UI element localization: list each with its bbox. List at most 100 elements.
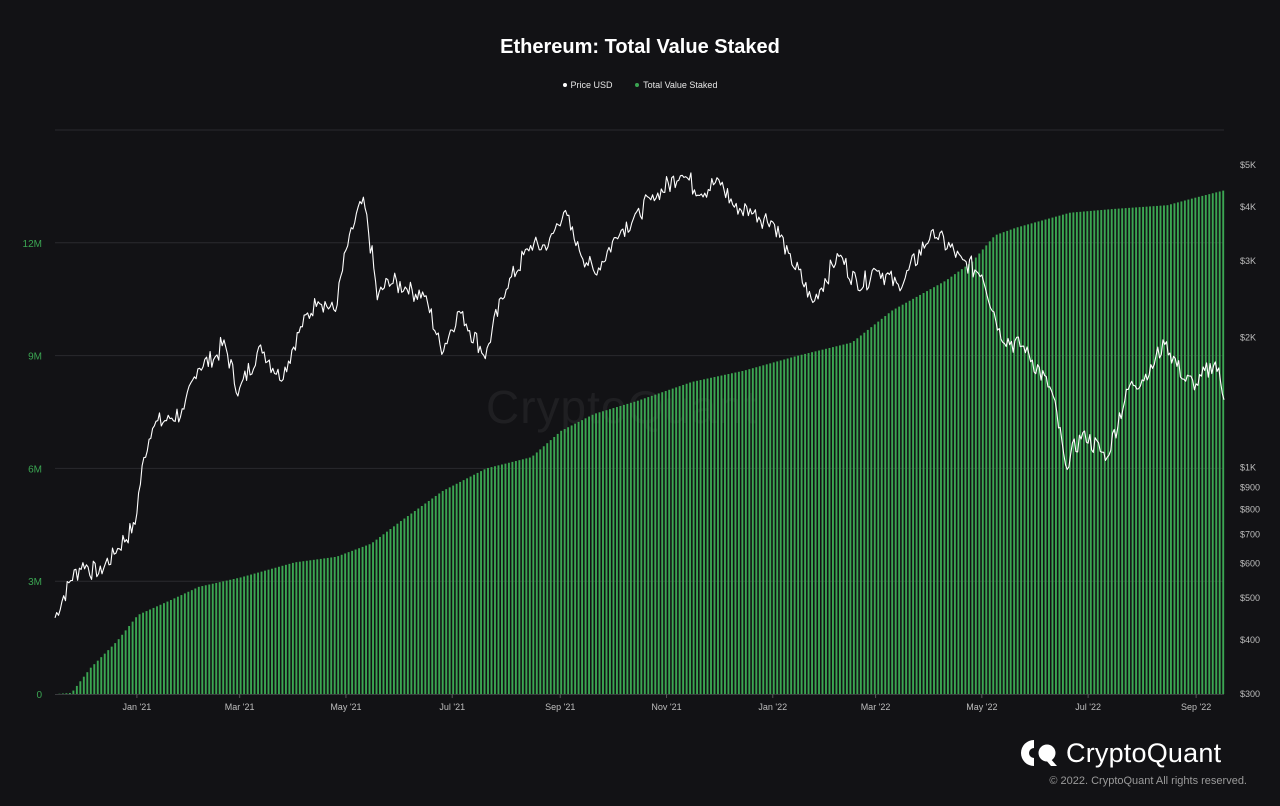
staked-bar	[842, 344, 845, 694]
staked-bar	[323, 558, 326, 694]
staked-bar	[1194, 197, 1197, 694]
staked-bar	[734, 372, 737, 694]
staked-bar	[999, 233, 1002, 694]
staked-bar	[776, 361, 779, 694]
staked-bar	[682, 384, 685, 694]
staked-bar	[542, 446, 545, 694]
staked-bar	[748, 369, 751, 694]
legend-item-staked[interactable]: Total Value Staked	[635, 80, 717, 90]
staked-bar	[654, 394, 657, 694]
staked-bar	[1030, 223, 1033, 694]
staked-bar	[278, 566, 280, 694]
staked-bar	[539, 449, 542, 694]
staked-bar	[713, 377, 716, 694]
staked-bar	[546, 443, 549, 694]
staked-bar	[1016, 227, 1019, 694]
x-tick-label: Sep '22	[1181, 702, 1211, 712]
staked-bar	[445, 489, 448, 694]
chart-title: Ethereum: Total Value Staked	[500, 36, 780, 58]
staked-bar	[197, 586, 200, 694]
staked-bar	[1013, 228, 1016, 694]
staked-bar	[1121, 208, 1124, 694]
staked-bar	[1215, 192, 1218, 694]
staked-bar	[985, 245, 988, 694]
staked-bar	[922, 293, 925, 694]
staked-bar	[246, 575, 249, 694]
staked-bar	[814, 351, 817, 694]
staked-bar	[319, 558, 322, 695]
staked-bar	[337, 556, 340, 694]
staked-bar	[560, 430, 563, 694]
staked-bar	[629, 402, 632, 694]
staked-bar	[967, 264, 970, 694]
staked-bar	[406, 516, 409, 694]
staked-bar	[1086, 211, 1089, 694]
staked-bar	[1009, 229, 1012, 694]
staked-bar	[929, 289, 932, 694]
staked-bar	[1117, 208, 1120, 694]
staked-bar	[79, 681, 82, 694]
staked-bar	[110, 646, 113, 694]
staked-bar	[570, 425, 573, 694]
staked-bar	[441, 490, 444, 694]
copyright-text: © 2022. CryptoQuant All rights reserved.	[1049, 775, 1247, 787]
staked-bar	[797, 355, 800, 694]
staked-bar	[755, 367, 758, 694]
staked-bar	[389, 529, 392, 694]
y-right-tick-label: $5K	[1240, 160, 1256, 170]
staked-bar	[940, 283, 942, 694]
staked-bar	[103, 653, 106, 694]
staked-bar	[703, 379, 705, 694]
staked-bar	[598, 412, 601, 694]
staked-bar	[595, 413, 597, 694]
staked-bar	[741, 371, 744, 694]
y-right-tick-label: $300	[1240, 689, 1260, 699]
staked-bar	[218, 582, 221, 694]
staked-bar	[835, 346, 838, 694]
staked-bar	[340, 554, 343, 694]
staked-bar	[1089, 210, 1092, 695]
staked-bar	[253, 573, 256, 694]
staked-bar	[1061, 214, 1064, 694]
staked-bar	[427, 500, 430, 694]
staked-bar	[156, 606, 158, 694]
staked-bar	[392, 526, 395, 694]
y-right-tick-label: $3K	[1240, 256, 1256, 266]
staked-bar	[466, 478, 469, 694]
staked-bar	[1044, 219, 1047, 694]
y-right-tick-label: $700	[1240, 530, 1260, 540]
staked-bar	[372, 542, 374, 694]
staked-bar	[567, 427, 570, 694]
staked-bar	[783, 359, 786, 694]
staked-bar	[828, 347, 831, 694]
staked-bar	[72, 690, 75, 694]
staked-bar	[107, 650, 110, 694]
staked-bar	[647, 397, 650, 694]
staked-bar	[727, 374, 730, 694]
staked-bar	[556, 433, 559, 694]
staked-bar	[82, 676, 85, 694]
staked-bar	[1142, 206, 1145, 694]
staked-bar	[514, 461, 517, 694]
staked-bar	[89, 667, 92, 694]
legend-item-price[interactable]: Price USD	[562, 80, 613, 90]
staked-bar	[710, 377, 712, 694]
staked-bar	[622, 404, 625, 694]
y-right-tick-label: $4K	[1240, 202, 1256, 212]
staked-bar	[1020, 226, 1023, 695]
staked-bar	[504, 463, 507, 694]
staked-bar	[717, 376, 719, 694]
x-tick-label: Jan '21	[123, 702, 152, 712]
staked-bar	[135, 617, 138, 694]
staked-bar	[117, 639, 120, 694]
staked-bar	[1002, 232, 1005, 694]
staked-bar	[173, 598, 176, 694]
staked-bar	[960, 269, 963, 694]
x-tick-label: May '21	[330, 702, 361, 712]
staked-bar	[1218, 191, 1221, 695]
staked-bar	[462, 480, 465, 694]
staked-bar	[281, 565, 284, 694]
staked-bar	[1128, 207, 1131, 694]
staked-bar	[159, 604, 162, 694]
staked-bar	[271, 568, 273, 694]
